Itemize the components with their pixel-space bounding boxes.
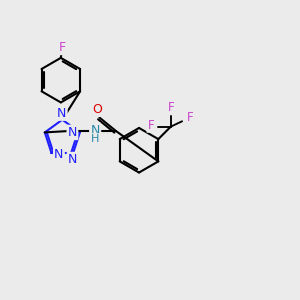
Text: N: N — [68, 153, 77, 166]
Text: N: N — [90, 124, 100, 136]
Text: F: F — [187, 111, 194, 124]
Text: F: F — [167, 101, 174, 114]
Text: F: F — [59, 41, 66, 54]
Text: N: N — [57, 106, 66, 120]
Text: N: N — [54, 148, 64, 161]
Text: O: O — [92, 103, 102, 116]
Text: H: H — [91, 134, 99, 144]
Text: F: F — [148, 118, 154, 132]
Text: N: N — [68, 126, 77, 139]
